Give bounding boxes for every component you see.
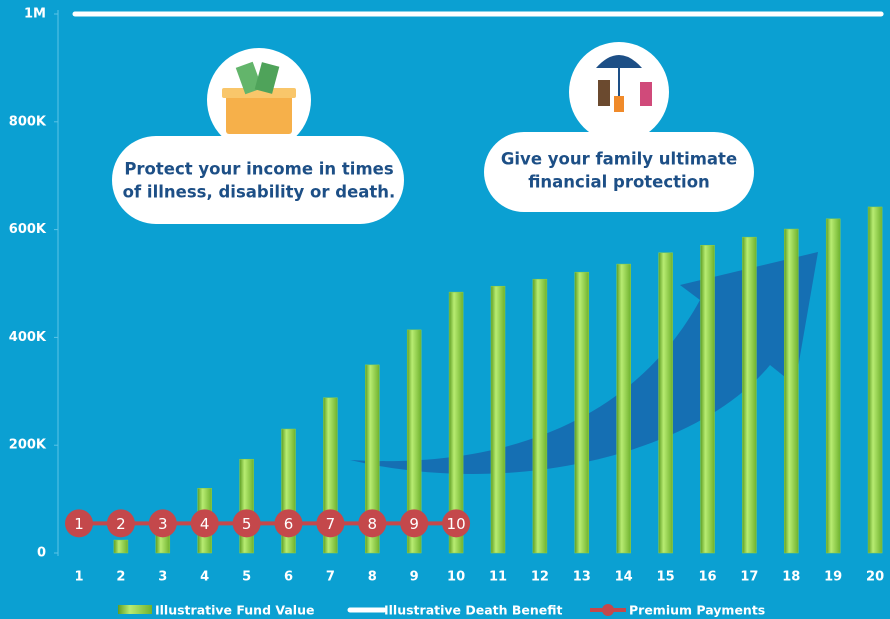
bar bbox=[490, 285, 506, 554]
x-tick-label: 13 bbox=[573, 570, 591, 585]
y-tick-label: 600K bbox=[9, 222, 47, 237]
x-tick-label: 5 bbox=[242, 570, 251, 585]
premium-marker bbox=[65, 509, 93, 538]
x-tick-label: 2 bbox=[116, 570, 125, 585]
x-tick-label: 1 bbox=[74, 570, 83, 585]
bar bbox=[784, 228, 799, 554]
bar bbox=[658, 252, 673, 554]
premium-marker bbox=[274, 509, 303, 538]
legend-swatch bbox=[118, 605, 152, 614]
bar bbox=[532, 278, 548, 554]
x-tick-label: 9 bbox=[410, 570, 419, 585]
x-tick-label: 17 bbox=[740, 570, 758, 585]
bar bbox=[406, 329, 422, 554]
data-label: 5 bbox=[242, 515, 252, 533]
annotation: of illness, disability or death. bbox=[123, 183, 396, 202]
data-label: 1 bbox=[74, 515, 84, 533]
callout-right bbox=[484, 42, 754, 212]
x-tick-label: 20 bbox=[866, 570, 884, 585]
legend-label: Illustrative Death Benefit bbox=[384, 603, 563, 618]
data-label: 7 bbox=[326, 515, 336, 533]
bar bbox=[239, 458, 254, 554]
bar bbox=[113, 539, 129, 554]
bar bbox=[742, 236, 757, 554]
x-tick-label: 14 bbox=[615, 570, 633, 585]
data-label: 9 bbox=[409, 515, 419, 533]
y-tick-label: 200K bbox=[9, 438, 47, 453]
legend-label: Illustrative Fund Value bbox=[155, 603, 314, 618]
y-tick-label: 1M bbox=[24, 7, 46, 22]
x-tick-label: 19 bbox=[824, 570, 842, 585]
x-tick-label: 8 bbox=[368, 570, 377, 585]
bar bbox=[867, 206, 883, 554]
x-tick-label: 15 bbox=[657, 570, 675, 585]
y-tick-label: 0 bbox=[37, 546, 46, 561]
x-tick-label: 18 bbox=[782, 570, 800, 585]
premium-marker bbox=[316, 509, 345, 538]
x-tick-label: 11 bbox=[489, 570, 507, 585]
annotation: Protect your income in times bbox=[124, 160, 393, 179]
annotation: Give your family ultimate bbox=[501, 150, 737, 169]
x-tick-label: 10 bbox=[447, 570, 465, 585]
data-label: 4 bbox=[200, 515, 210, 533]
legend-label: Premium Payments bbox=[629, 603, 765, 618]
premium-marker bbox=[232, 509, 261, 538]
bar bbox=[448, 291, 464, 554]
x-tick-label: 16 bbox=[698, 570, 716, 585]
bar bbox=[616, 263, 631, 554]
callout-left bbox=[112, 48, 404, 224]
data-label: 3 bbox=[158, 515, 168, 533]
annotation: financial protection bbox=[528, 173, 710, 192]
x-tick-label: 7 bbox=[326, 570, 335, 585]
premium-marker bbox=[400, 509, 429, 538]
data-label: 8 bbox=[368, 515, 378, 533]
bar bbox=[574, 271, 590, 554]
y-tick-label: 800K bbox=[9, 114, 47, 129]
data-label: 6 bbox=[284, 515, 294, 533]
y-tick-label: 400K bbox=[9, 330, 47, 345]
data-label: 10 bbox=[447, 515, 466, 533]
x-tick-label: 3 bbox=[158, 570, 167, 585]
legend-swatch bbox=[602, 604, 614, 616]
bar bbox=[825, 218, 841, 554]
data-label: 2 bbox=[116, 515, 126, 533]
bar bbox=[700, 244, 715, 554]
premium-marker bbox=[148, 509, 177, 538]
premium-marker bbox=[190, 509, 219, 538]
x-tick-label: 12 bbox=[531, 570, 549, 585]
bar bbox=[365, 364, 380, 554]
premium-marker bbox=[106, 509, 135, 538]
x-tick-label: 4 bbox=[200, 570, 209, 585]
premium-marker bbox=[442, 509, 471, 538]
x-tick-label: 6 bbox=[284, 570, 293, 585]
legend: Illustrative Fund Value Illustrative Dea… bbox=[118, 603, 765, 618]
premium-marker bbox=[358, 509, 387, 538]
